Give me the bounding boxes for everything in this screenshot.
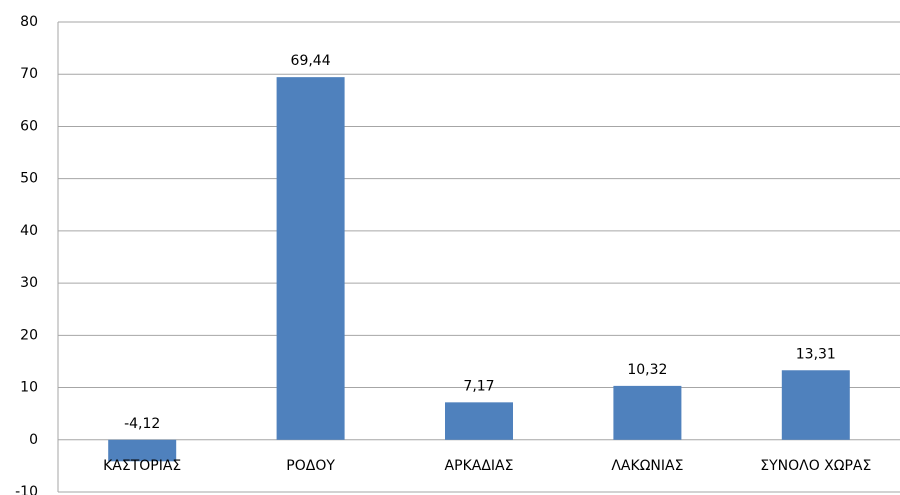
y-tick-label: 0 bbox=[29, 432, 38, 448]
x-tick-label: ΣΥΝΟΛΟ ΧΩΡΑΣ bbox=[760, 458, 871, 474]
y-tick-label: 70 bbox=[20, 66, 38, 82]
y-tick-label: 30 bbox=[20, 275, 38, 291]
data-label: -4,12 bbox=[124, 416, 160, 432]
x-tick-label: ΑΡΚΑΔΙΑΣ bbox=[445, 458, 514, 474]
data-label: 7,17 bbox=[463, 378, 494, 394]
data-label: 10,32 bbox=[627, 362, 667, 378]
x-tick-label: ΡΟΔΟΥ bbox=[286, 458, 335, 474]
y-tick-label: 10 bbox=[20, 380, 38, 396]
data-label: 13,31 bbox=[796, 346, 836, 362]
y-tick-label: 60 bbox=[20, 118, 38, 134]
data-label: 69,44 bbox=[291, 53, 331, 69]
bar bbox=[613, 385, 682, 440]
y-tick-label: 40 bbox=[20, 223, 38, 239]
bar bbox=[781, 370, 850, 440]
bar bbox=[108, 439, 177, 462]
x-tick-label: ΛΑΚΩΝΙΑΣ bbox=[611, 458, 683, 474]
bar bbox=[276, 77, 345, 440]
y-tick-label: -10 bbox=[15, 484, 38, 495]
bar bbox=[445, 402, 513, 440]
y-tick-label: 50 bbox=[20, 171, 38, 187]
y-tick-label: 80 bbox=[20, 14, 38, 30]
x-tick-label: ΚΑΣΤΟΡΙΑΣ bbox=[103, 458, 181, 474]
y-tick-label: 20 bbox=[20, 327, 38, 343]
